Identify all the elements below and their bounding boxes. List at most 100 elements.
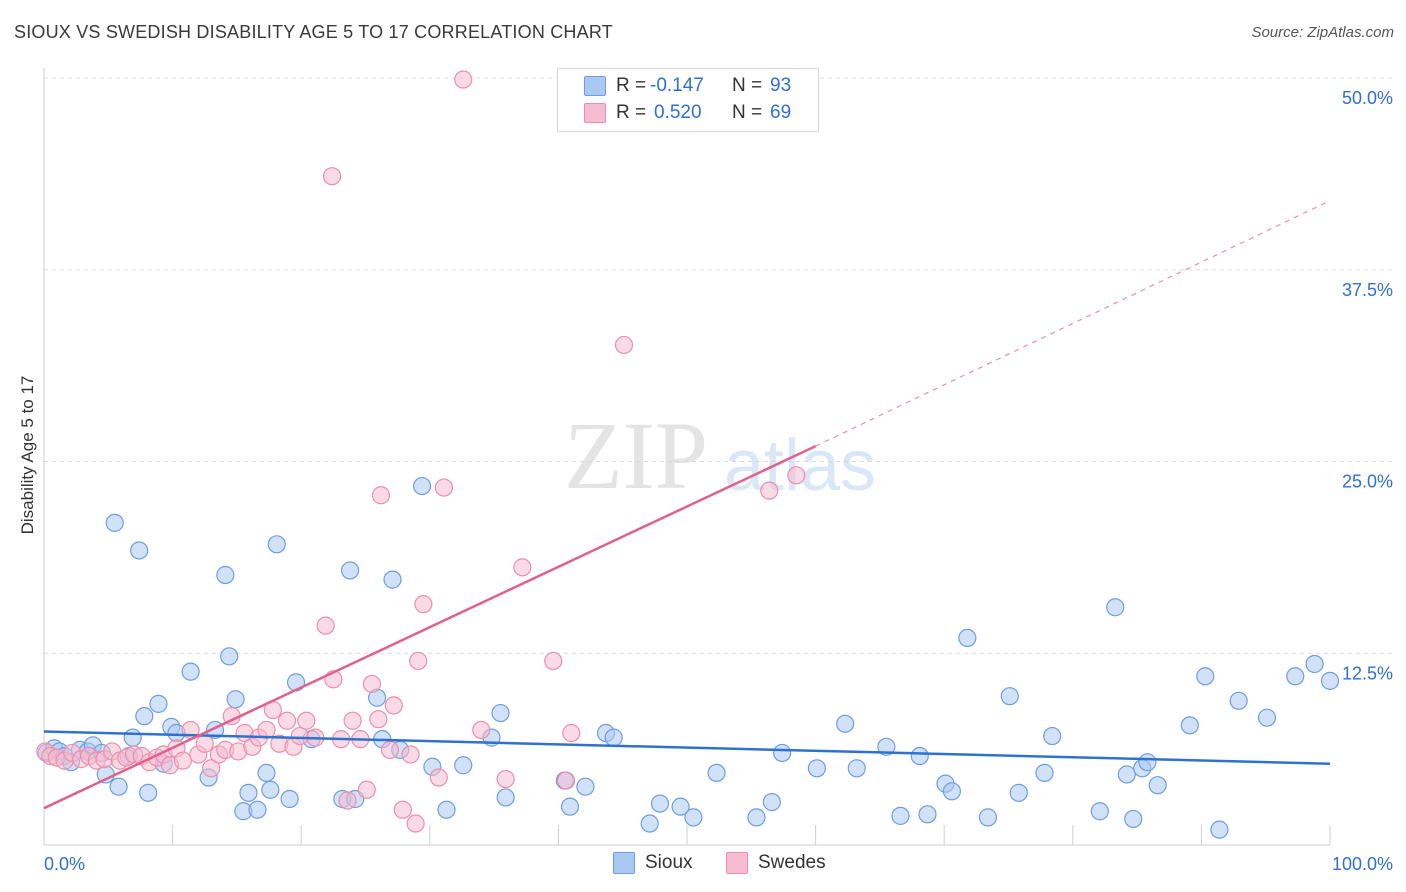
sioux-point-66 (877, 737, 896, 756)
legend-swatch-swedes (584, 103, 606, 123)
trend-line-swedes-extension (815, 200, 1331, 447)
sioux-point-25 (220, 647, 239, 666)
swedes-point-22 (195, 734, 214, 753)
trend-line-sioux (43, 730, 1331, 765)
legend-r-label-swedes: R = (616, 102, 647, 123)
sioux-point-83 (1138, 753, 1157, 772)
legend-r-value-swedes: 0.520 (654, 102, 702, 123)
swedes-point-68 (562, 723, 581, 743)
swedes-point-57 (429, 768, 448, 787)
sioux-point-65 (847, 759, 866, 778)
grid-lines (44, 77, 1392, 654)
bottom-legend-swatch-swedes (726, 852, 748, 874)
swedes-point-59 (454, 70, 473, 89)
swedes-point-67 (787, 466, 806, 485)
source-label: Source: ZipAtlas.com (1251, 24, 1394, 41)
sioux-point-87 (1210, 820, 1229, 839)
sioux-point-33 (280, 789, 299, 809)
swedes-point-61 (496, 769, 515, 789)
sioux-point-30 (257, 763, 276, 783)
bottom-legend-swedes: Swedes (726, 852, 826, 874)
sioux-point-14 (130, 541, 149, 560)
sioux-point-73 (978, 808, 998, 827)
sioux-point-89 (1257, 708, 1277, 727)
sioux-point-63 (807, 759, 826, 778)
sioux-point-46 (454, 756, 473, 775)
sioux-point-79 (1106, 598, 1125, 617)
sioux-point-24 (216, 565, 235, 585)
sioux-point-67 (891, 806, 910, 825)
sioux-point-48 (491, 703, 510, 723)
swedes-point-54 (401, 745, 420, 764)
sioux-point-16 (139, 783, 158, 802)
sioux-point-72 (958, 628, 977, 648)
sioux-point-29 (248, 800, 267, 819)
sioux-point-41 (383, 570, 402, 589)
sioux-point-91 (1320, 671, 1340, 690)
x-tick-label-1: 100.0% (1332, 854, 1393, 874)
legend-n-value-swedes: 69 (770, 102, 792, 123)
sioux-point-75 (1009, 783, 1028, 802)
swedes-point-62 (513, 558, 532, 577)
sioux-point-76 (1035, 763, 1054, 783)
x-tick-label-0: 0.0% (44, 854, 85, 874)
sioux-point-52 (576, 777, 595, 796)
series-sioux-points (37, 476, 1340, 839)
tick-labels: 12.5% 25.0% 37.5% 50.0% 0.0% 100.0% (44, 88, 1393, 874)
sioux-point-74 (1000, 687, 1019, 706)
sioux-point-31 (261, 780, 280, 799)
sioux-point-92 (1305, 654, 1324, 674)
trend-lines (43, 200, 1331, 810)
bottom-legend-swatch-sioux (613, 852, 635, 874)
bottom-legend-label-sioux: Sioux (645, 852, 693, 873)
sioux-point-11 (109, 777, 128, 796)
sioux-point-57 (671, 797, 690, 816)
chart-title: SIOUX VS SWEDISH DISABILITY AGE 5 TO 17 … (14, 22, 613, 42)
legend-r-label-sioux: R = (616, 75, 647, 96)
y-tick-label-0: 12.5% (1342, 663, 1393, 683)
sioux-point-85 (1180, 716, 1199, 735)
swedes-point-64 (557, 771, 576, 790)
sioux-point-69 (918, 805, 937, 824)
y-tick-label-2: 37.5% (1342, 280, 1393, 300)
y-axis-label: Disability Age 5 to 17 (18, 375, 37, 535)
watermark-atlas: atlas (724, 426, 876, 506)
sioux-point-90 (1286, 667, 1305, 686)
swedes-point-56 (414, 595, 433, 614)
swedes-point-50 (380, 740, 400, 759)
bottom-legend-label-swedes: Swedes (758, 852, 826, 873)
sioux-point-37 (340, 561, 360, 580)
sioux-point-49 (496, 788, 515, 807)
sioux-point-86 (1196, 667, 1215, 686)
swedes-point-43 (338, 791, 357, 810)
sioux-point-68 (910, 746, 929, 766)
sioux-point-62 (773, 743, 792, 763)
swedes-point-47 (362, 674, 382, 694)
sioux-point-13 (123, 728, 142, 747)
swedes-point-34 (277, 711, 297, 730)
swedes-point-19 (173, 751, 192, 770)
sioux-point-80 (1117, 765, 1136, 784)
swedes-point-46 (357, 780, 376, 799)
legend-n-label-sioux: N = (732, 75, 763, 96)
correlation-legend: R = -0.147 N = 93 R = 0.520 N = 69 (557, 68, 819, 132)
swedes-point-58 (434, 478, 454, 497)
sioux-point-81 (1124, 809, 1143, 829)
watermark-zip: ZIP (564, 402, 708, 509)
legend-swatch-sioux (584, 76, 606, 96)
sioux-point-10 (105, 513, 124, 532)
axes (43, 68, 1331, 846)
swedes-point-48 (369, 710, 388, 729)
swedes-point-60 (472, 720, 491, 740)
sioux-point-61 (762, 792, 781, 812)
swedes-point-37 (297, 711, 316, 730)
y-tick-label-1: 25.0% (1342, 472, 1393, 492)
sioux-point-32 (267, 535, 286, 554)
swedes-point-23 (202, 759, 221, 778)
bottom-legend-sioux: Sioux (613, 852, 693, 874)
swedes-point-44 (343, 711, 362, 730)
legend-n-value-sioux: 93 (770, 75, 792, 96)
sioux-point-84 (1148, 776, 1167, 795)
swedes-point-41 (322, 167, 342, 186)
